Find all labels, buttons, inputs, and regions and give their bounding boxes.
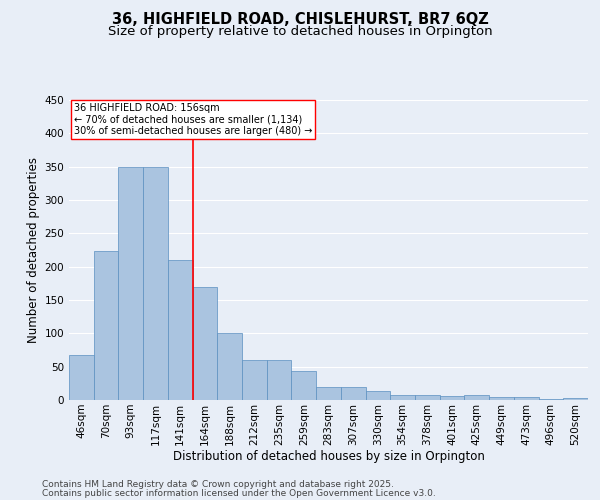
X-axis label: Distribution of detached houses by size in Orpington: Distribution of detached houses by size … <box>173 450 484 464</box>
Bar <box>316 386 341 400</box>
Bar <box>563 398 588 400</box>
Bar <box>94 250 118 400</box>
Bar <box>464 394 489 400</box>
Bar <box>341 386 365 400</box>
Bar <box>242 360 267 400</box>
Bar <box>168 260 193 400</box>
Text: 36 HIGHFIELD ROAD: 156sqm
← 70% of detached houses are smaller (1,134)
30% of se: 36 HIGHFIELD ROAD: 156sqm ← 70% of detac… <box>74 103 313 136</box>
Bar <box>514 398 539 400</box>
Text: Contains HM Land Registry data © Crown copyright and database right 2025.: Contains HM Land Registry data © Crown c… <box>42 480 394 489</box>
Bar <box>118 166 143 400</box>
Bar <box>365 390 390 400</box>
Bar <box>217 334 242 400</box>
Bar <box>390 394 415 400</box>
Bar <box>143 166 168 400</box>
Bar <box>415 396 440 400</box>
Text: Contains public sector information licensed under the Open Government Licence v3: Contains public sector information licen… <box>42 489 436 498</box>
Bar <box>193 286 217 400</box>
Bar <box>267 360 292 400</box>
Bar <box>440 396 464 400</box>
Text: Size of property relative to detached houses in Orpington: Size of property relative to detached ho… <box>107 25 493 38</box>
Bar <box>489 398 514 400</box>
Bar <box>292 372 316 400</box>
Text: 36, HIGHFIELD ROAD, CHISLEHURST, BR7 6QZ: 36, HIGHFIELD ROAD, CHISLEHURST, BR7 6QZ <box>112 12 488 28</box>
Y-axis label: Number of detached properties: Number of detached properties <box>27 157 40 343</box>
Bar <box>69 356 94 400</box>
